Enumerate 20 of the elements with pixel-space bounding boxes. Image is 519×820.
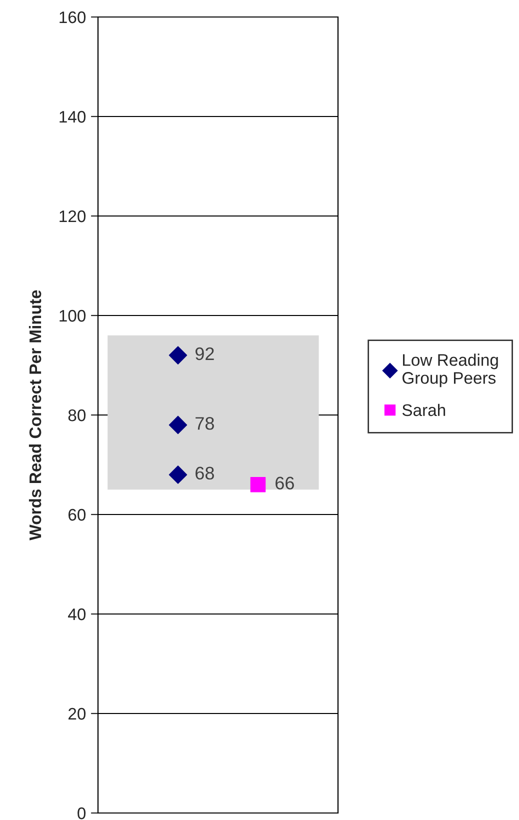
data-label: 78 <box>196 417 214 430</box>
point <box>168 416 188 434</box>
point <box>168 466 188 484</box>
y-tick-label: 40 <box>68 608 86 620</box>
y-tick-label: 160 <box>60 11 86 24</box>
y-tick-label: 0 <box>78 807 86 820</box>
legend-label: Sarah <box>402 404 446 416</box>
data-label: 66 <box>276 476 294 490</box>
point <box>168 346 188 364</box>
legend-label: Low Reading Group Peers <box>402 354 498 388</box>
y-tick-label: 80 <box>68 409 86 422</box>
y-tick-label: 20 <box>68 708 86 720</box>
y-tick-label: 100 <box>60 310 86 322</box>
y-tick-label: 120 <box>60 210 86 222</box>
y-tick-label: 140 <box>60 110 86 123</box>
data-label: 68 <box>196 466 214 480</box>
y-tick-label: 60 <box>68 508 86 521</box>
data-label: 92 <box>196 347 214 360</box>
y-axis-title: Words Read Correct Per Minute <box>28 290 42 540</box>
point <box>250 477 266 492</box>
